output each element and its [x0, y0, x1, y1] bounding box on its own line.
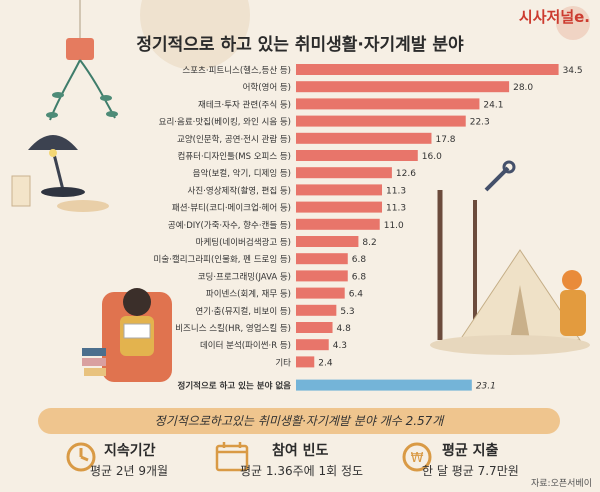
value-label: 24.1: [483, 100, 503, 110]
value-label: 22.3: [470, 118, 490, 128]
coin-icon: ₩: [402, 442, 432, 472]
stat-duration-value: 평균 2년 9개월: [90, 464, 169, 478]
chart-title: 정기적으로 하고 있는 취미생활·자기계발 분야: [136, 35, 464, 55]
bar: [296, 115, 466, 127]
value-label: 6.4: [349, 290, 364, 300]
tools-icon: [484, 160, 516, 192]
category-label: 마케팅(네이버검색광고 등): [196, 237, 291, 248]
bar: [296, 167, 392, 179]
bar: [296, 356, 315, 368]
reading-person-illustration: [82, 288, 172, 382]
category-label: 공예·DIY(가죽·자수, 향수·캔들 등): [168, 220, 291, 231]
stat-frequency-value: 평균 1.36주에 1회 정도: [240, 464, 364, 478]
svg-text:₩: ₩: [411, 451, 424, 466]
stat-frequency-label: 참여 빈도: [272, 443, 329, 459]
category-label: 비즈니스 스킬(HR, 영업스킬 등): [175, 323, 291, 334]
category-label: 기타: [275, 358, 291, 368]
category-label: 컴퓨터·디자인툴(MS 오피스 등): [178, 151, 292, 162]
category-label: 어학(영어 등): [243, 82, 291, 93]
bar: [296, 150, 418, 161]
category-label: 요리·음료·맛집(베이킹, 와인 시음 등): [159, 117, 291, 128]
category-label: 정기적으로 하고 있는 분야 없음: [178, 381, 292, 392]
bar: [296, 304, 337, 316]
value-label: 12.6: [396, 169, 416, 179]
bar: [296, 236, 359, 247]
calendar-icon: [215, 442, 249, 472]
value-label: 17.8: [435, 135, 455, 145]
value-label: 6.8: [352, 272, 367, 282]
bar: [296, 218, 380, 230]
value-label: 4.3: [333, 341, 347, 351]
brand-logo: 시사저널e.: [518, 8, 590, 26]
value-label: 23.1: [476, 382, 496, 392]
category-label: 패션·뷰티(코디·메이크업·헤어 등): [172, 203, 291, 214]
bar: [296, 64, 559, 75]
bar: [296, 98, 480, 110]
category-label: 사진·영상제작(촬영, 편집 등): [188, 185, 291, 196]
bar: [296, 379, 472, 391]
category-label: 교양(인문학, 공연·전시 관람 등): [177, 134, 291, 145]
value-label: 11.3: [386, 186, 406, 196]
bar: [296, 253, 348, 265]
hanging-plant-illustration: [46, 0, 118, 121]
category-label: 재테크·투자 관련(주식 등): [198, 99, 291, 110]
category-label: 코딩·프로그래밍(JAVA 등): [198, 271, 291, 282]
value-label: 11.0: [384, 221, 404, 231]
value-label: 28.0: [513, 83, 533, 93]
camping-illustration: [430, 190, 590, 355]
stat-duration-label: 지속기간: [104, 443, 156, 459]
bar: [296, 339, 329, 351]
bar: [296, 270, 348, 282]
category-label: 미술·캘리그라피(인물화, 펜 드로잉 등): [154, 254, 291, 265]
value-label: 5.3: [340, 307, 354, 317]
summary-banner: 정기적으로하고있는 취미생활·자기계발 분야 개수 2.57개: [38, 408, 560, 434]
stat-spending-label: 평균 지출: [442, 443, 499, 459]
bar: [296, 322, 333, 333]
clock-icon: [66, 442, 96, 472]
bar: [296, 184, 383, 196]
value-label: 8.2: [362, 238, 376, 248]
stat-spending-value: 한 달 평균 7.7만원: [422, 464, 519, 478]
category-label: 연기·춤(뮤지컬, 비보이 등): [195, 306, 291, 317]
brand-blob: [556, 6, 590, 40]
category-label: 데이터 분석(파이썬·R 등): [200, 340, 291, 351]
bar: [296, 287, 345, 299]
value-label: 16.0: [422, 152, 442, 162]
value-label: 11.3: [386, 204, 406, 214]
source-note: 자료:오픈서베이: [531, 479, 592, 489]
value-label: 4.8: [337, 324, 352, 334]
category-label: 파이넨스(회계, 재무 등): [206, 289, 291, 300]
bar: [296, 132, 432, 144]
desk-lamp-illustration: [11, 135, 109, 212]
value-label: 2.4: [318, 358, 333, 368]
category-label: 스포츠·피트니스(헬스,등산 등): [182, 65, 291, 76]
value-label: 6.8: [352, 255, 367, 265]
bar: [296, 81, 510, 93]
bar: [296, 201, 383, 213]
bar-chart: 스포츠·피트니스(헬스,등산 등) 34.5 어학(영어 등) 28.0 재테크·투자 …: [154, 64, 583, 392]
category-label: 음악(보컬, 악기, 디제잉 등): [193, 168, 291, 179]
value-label: 34.5: [563, 66, 583, 76]
